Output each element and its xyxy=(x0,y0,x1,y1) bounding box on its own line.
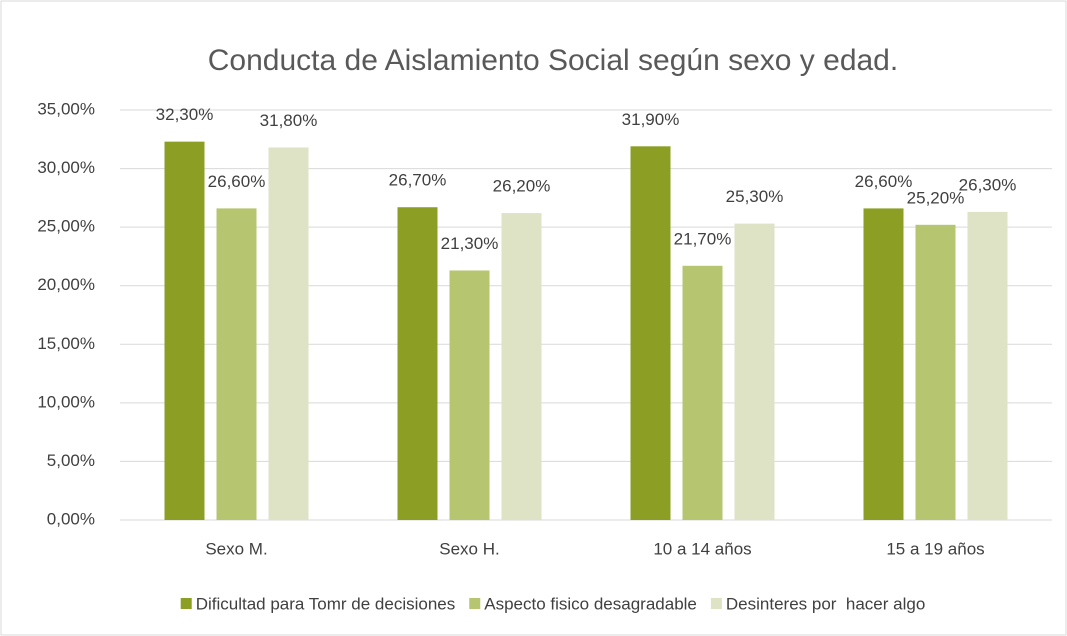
value-label: 25,30% xyxy=(726,187,784,206)
bar xyxy=(967,211,1008,520)
value-label: 21,30% xyxy=(441,234,499,253)
x-tick-label: Sexo H. xyxy=(439,539,499,558)
y-tick-label: 0,00% xyxy=(47,509,95,528)
bar xyxy=(915,224,956,521)
bar xyxy=(501,213,542,521)
value-label: 25,20% xyxy=(907,188,965,207)
value-label: 21,70% xyxy=(674,229,732,248)
value-label: 26,20% xyxy=(493,177,551,196)
y-tick-label: 25,00% xyxy=(37,217,95,236)
y-tick-label: 20,00% xyxy=(37,275,95,294)
bar xyxy=(216,208,257,520)
y-tick-label: 10,00% xyxy=(37,392,95,411)
y-tick-label: 5,00% xyxy=(47,451,95,470)
legend-label: Desinteres por hacer algo xyxy=(726,594,925,613)
chart-title: Conducta de Aislamiento Social según sex… xyxy=(208,44,898,77)
bar xyxy=(397,207,438,520)
value-label: 32,30% xyxy=(156,105,214,124)
bar xyxy=(734,223,775,520)
value-label: 26,60% xyxy=(855,172,913,191)
legend-swatch xyxy=(180,598,192,609)
y-tick-label: 35,00% xyxy=(37,99,95,118)
bar xyxy=(449,270,490,520)
value-label: 26,30% xyxy=(959,175,1017,194)
legend-swatch xyxy=(710,598,722,609)
value-label: 31,90% xyxy=(622,110,680,129)
x-tick-label: 10 a 14 años xyxy=(653,539,751,558)
bar xyxy=(268,147,309,520)
bar xyxy=(682,265,723,520)
bar xyxy=(630,146,671,521)
bar xyxy=(164,141,205,520)
value-label: 26,70% xyxy=(389,171,447,190)
legend-swatch xyxy=(469,598,481,609)
legend-label: Aspecto fisico desagradable xyxy=(484,594,697,613)
bar xyxy=(863,208,904,520)
value-label: 31,80% xyxy=(260,111,318,130)
value-label: 26,60% xyxy=(208,172,266,191)
y-tick-label: 15,00% xyxy=(37,334,95,353)
x-tick-label: Sexo M. xyxy=(205,539,267,558)
x-tick-label: 15 a 19 años xyxy=(886,539,984,558)
legend-label: Dificultad para Tomr de decisiones xyxy=(196,594,456,613)
y-tick-label: 30,00% xyxy=(37,158,95,177)
